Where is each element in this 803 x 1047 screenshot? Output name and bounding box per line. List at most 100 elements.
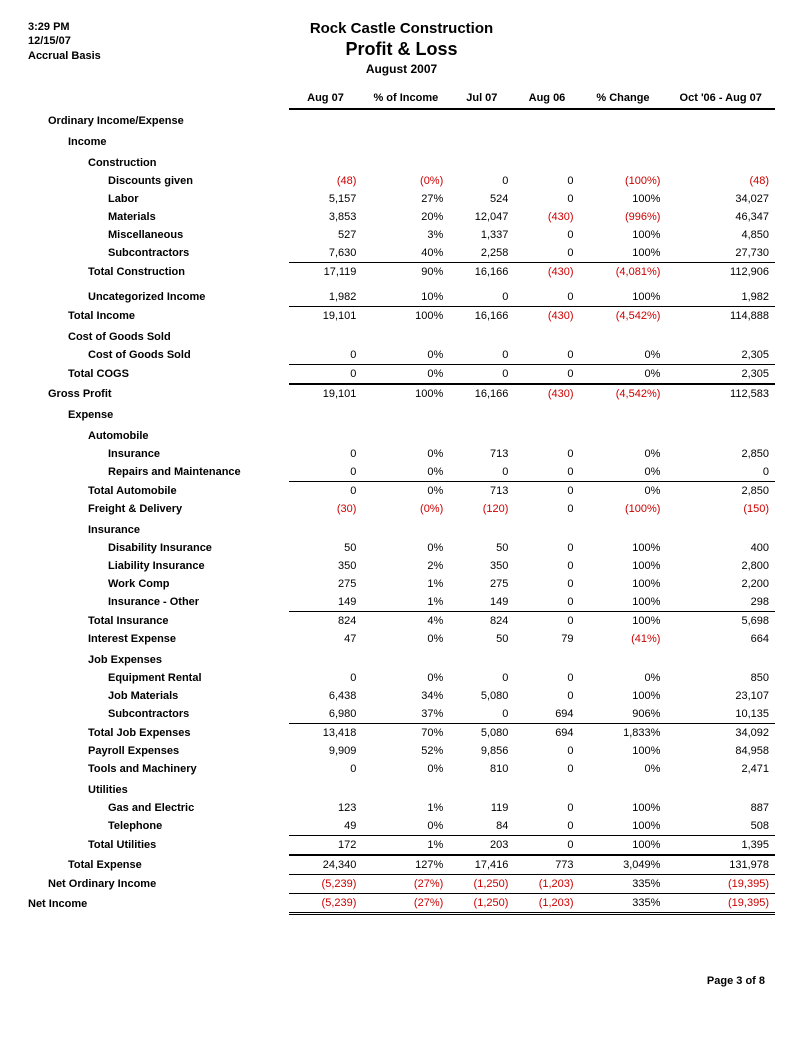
table-row: Equipment Rental00%000%850 [28,669,775,687]
cell-value: 0% [362,669,449,687]
cell-value: 123 [289,799,363,817]
cell-value: 13,418 [289,724,363,743]
row-label: Disability Insurance [28,539,289,557]
cell-value: 6,438 [289,687,363,705]
table-row: Uncategorized Income1,98210%00100%1,982 [28,281,775,307]
cell-value: 0% [362,482,449,501]
col-ytd: Oct '06 - Aug 07 [666,88,775,109]
cell-value [514,403,579,424]
cell-value: 149 [449,593,514,612]
table-row: Insurance [28,518,775,539]
cell-value: 16,166 [449,384,514,403]
cell-value: 0 [449,172,514,190]
cell-value [580,130,667,151]
cell-value: (1,203) [514,875,579,894]
table-row: Cost of Goods Sold [28,325,775,346]
cell-value: 27% [362,190,449,208]
cell-value: 7,630 [289,244,363,263]
table-row: Gross Profit19,101100%16,166(430)(4,542%… [28,384,775,403]
cell-value: 0% [362,760,449,778]
cell-value: 694 [514,724,579,743]
row-label: Subcontractors [28,244,289,263]
row-label: Job Expenses [28,648,289,669]
cell-value [289,403,363,424]
row-label: Income [28,130,289,151]
cell-value: 0 [514,226,579,244]
table-row: Tools and Machinery00%81000%2,471 [28,760,775,778]
cell-value [449,130,514,151]
cell-value: 0 [514,836,579,856]
cell-value: 112,583 [666,384,775,403]
cell-value: 0 [514,190,579,208]
cell-value: (430) [514,263,579,282]
table-row: Net Ordinary Income(5,239)(27%)(1,250)(1… [28,875,775,894]
cell-value: 0 [514,760,579,778]
cell-value [514,424,579,445]
cell-value: 824 [289,612,363,631]
cell-value: (27%) [362,875,449,894]
cell-value [580,325,667,346]
cell-value: (1,250) [449,875,514,894]
cell-value [362,151,449,172]
cell-value: 850 [666,669,775,687]
table-row: Utilities [28,778,775,799]
cell-value: (0%) [362,500,449,518]
cell-value: 100% [580,817,667,836]
cell-value: 84,958 [666,742,775,760]
cell-value: 1,982 [289,281,363,307]
cell-value: 50 [289,539,363,557]
cell-value [514,518,579,539]
cell-value: 5,080 [449,724,514,743]
cell-value [362,778,449,799]
cell-value [289,648,363,669]
col-aug07: Aug 07 [289,88,363,109]
table-row: Total Automobile00%71300%2,850 [28,482,775,501]
cell-value: 34,092 [666,724,775,743]
row-label: Total Insurance [28,612,289,631]
cell-value: 0 [514,687,579,705]
cell-value: 350 [289,557,363,575]
cell-value: (4,081%) [580,263,667,282]
cell-value: (150) [666,500,775,518]
cell-value: 16,166 [449,307,514,326]
cell-value: 906% [580,705,667,724]
cell-value: 0 [514,799,579,817]
report-period: August 2007 [28,62,775,76]
cell-value [580,151,667,172]
row-label: Total Utilities [28,836,289,856]
cell-value: (41%) [580,630,667,648]
cell-value: (5,239) [289,875,363,894]
cell-value: 172 [289,836,363,856]
col-pct-change: % Change [580,88,667,109]
cell-value: 0 [449,705,514,724]
cell-value: 100% [580,836,667,856]
cell-value: 0 [514,365,579,385]
header-time: 3:29 PM [28,20,101,34]
cell-value: 23,107 [666,687,775,705]
cell-value: 0 [514,281,579,307]
cell-value: 0 [289,365,363,385]
cell-value: 0 [289,463,363,482]
cell-value: 0% [580,760,667,778]
cell-value: 16,166 [449,263,514,282]
cell-value: (430) [514,208,579,226]
cell-value: 400 [666,539,775,557]
cell-value [449,424,514,445]
cell-value: (4,542%) [580,384,667,403]
cell-value: 100% [580,612,667,631]
cell-value: 1,833% [580,724,667,743]
cell-value: (0%) [362,172,449,190]
row-label: Insurance - Other [28,593,289,612]
cell-value [666,130,775,151]
cell-value: 275 [449,575,514,593]
cell-value: 100% [580,557,667,575]
cell-value: 100% [580,575,667,593]
cell-value: 527 [289,226,363,244]
cell-value: 3% [362,226,449,244]
cell-value: 824 [449,612,514,631]
row-label: Cost of Goods Sold [28,325,289,346]
cell-value: 1,337 [449,226,514,244]
cell-value: (48) [289,172,363,190]
cell-value: (48) [666,172,775,190]
row-label: Equipment Rental [28,669,289,687]
